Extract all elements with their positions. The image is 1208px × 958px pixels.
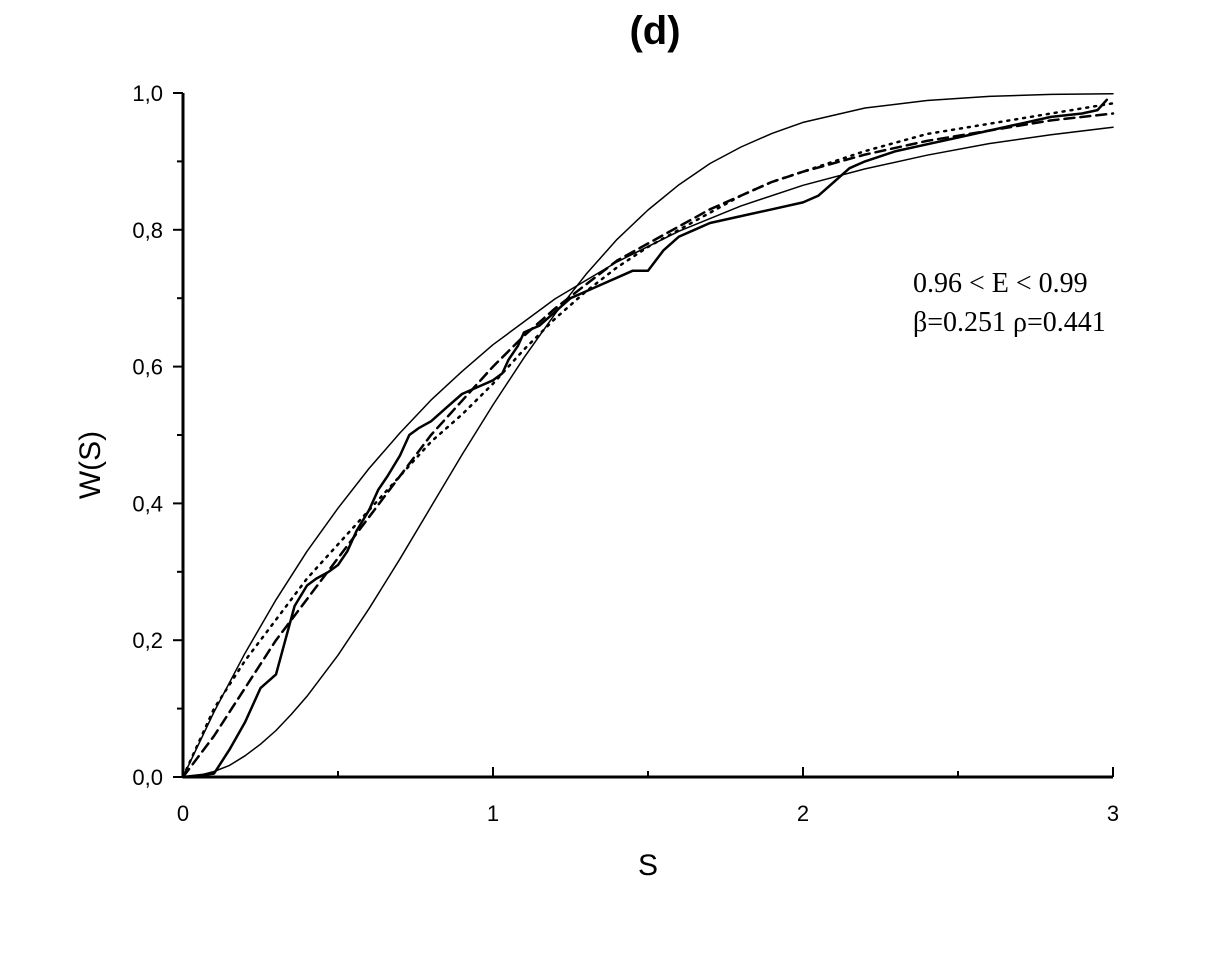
plot-area: 0 1 2 3 0,0 0,2 0,4 0,6 0,8 1,0 — [132, 81, 1119, 826]
series-line-5 — [181, 102, 1115, 779]
x-tick-label: 2 — [797, 801, 809, 826]
x-tick-label: 0 — [177, 801, 189, 826]
axis-ticks: 0 1 2 3 0,0 0,2 0,4 0,6 0,8 1,0 — [132, 81, 1119, 826]
y-tick-label: 0,2 — [132, 628, 163, 653]
series-layer — [181, 92, 1115, 779]
x-tick-label: 1 — [487, 801, 499, 826]
series-line-3 — [181, 98, 1109, 779]
y-tick-label: 0,6 — [132, 355, 163, 380]
x-tick-label: 3 — [1107, 801, 1119, 826]
y-tick-label: 0,0 — [132, 765, 163, 790]
x-axis-label: S — [638, 849, 658, 882]
parameters-annotation: β=0.251 ρ=0.441 — [913, 307, 1106, 338]
series-line-1 — [182, 92, 1114, 778]
y-tick-label: 1,0 — [132, 81, 163, 106]
series-line-4 — [181, 112, 1115, 779]
y-tick-label: 0,4 — [132, 491, 163, 516]
chart-title: (d) — [629, 9, 680, 53]
y-tick-label: 0,8 — [132, 218, 163, 243]
energy-range-annotation: 0.96 < E < 0.99 — [913, 268, 1088, 299]
y-axis-label: W(S) — [74, 431, 107, 499]
series-line-2 — [182, 126, 1114, 778]
